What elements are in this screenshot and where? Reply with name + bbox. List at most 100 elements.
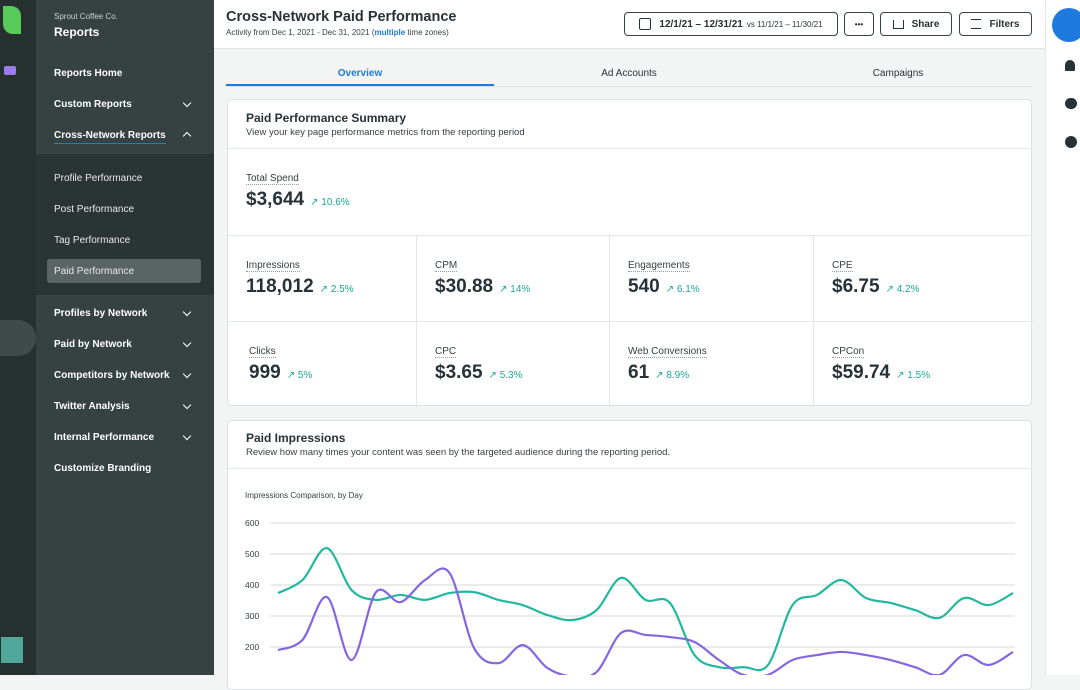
change-value: 6.1% (676, 284, 700, 295)
nav-item[interactable]: Customize Branding (54, 463, 152, 474)
timezones-link[interactable]: multiple (374, 28, 406, 37)
metric-value: $6.75 ↗ 4.2% (832, 276, 920, 298)
y-tick-label: 200 (245, 642, 259, 652)
value: 61 (628, 362, 650, 383)
card-subtitle: Review how many times your content was s… (246, 447, 671, 458)
change-value: 2.5% (330, 284, 354, 295)
total-cell: Total Spend $3,644 ↗ 10.6% (228, 148, 1033, 235)
metric-label: Web Conversions (628, 346, 707, 358)
chart-title: Impressions Comparison, by Day (245, 491, 363, 500)
share: Share (911, 18, 940, 30)
nav-item[interactable]: Competitors by Network (54, 370, 170, 381)
change-value: 1.5% (907, 370, 931, 381)
nav-item[interactable]: Internal Performance (54, 432, 155, 443)
value: $3.65 (435, 362, 483, 383)
metric-cell: CPE $6.75 ↗ 4.2% (813, 235, 1033, 321)
change: ↗ 2.5% (319, 284, 354, 295)
divider (228, 468, 1033, 469)
metric-value: $59.74 ↗ 1.5% (832, 362, 930, 384)
value: 118,012 (246, 276, 314, 297)
change: ↗ 5.3% (488, 370, 523, 381)
change: ↗ 4.2% (885, 284, 920, 295)
logo (3, 6, 21, 34)
metric-label: Impressions (246, 260, 300, 272)
nav-item[interactable]: Cross-Network Reports (54, 130, 166, 144)
card-title: Paid Impressions (246, 431, 346, 445)
nav-item[interactable]: Twitter Analysis (54, 401, 130, 412)
metric-cell: Engagements 540 ↗ 6.1% (609, 235, 813, 321)
subnav-item[interactable]: Profile Performance (54, 173, 143, 184)
y-tick-label: 500 (245, 549, 259, 559)
change: ↗ 5% (286, 370, 313, 381)
value: $3,644 (246, 189, 305, 210)
date-button[interactable]: 12/1/21 – 12/31/21 vs 11/1/21 – 11/30/21 (624, 12, 838, 36)
metric-label: Clicks (249, 346, 276, 358)
page-title: Cross-Network Paid Performance (226, 9, 457, 25)
tab[interactable]: Overview (337, 68, 383, 79)
help-icon[interactable] (1065, 98, 1077, 109)
metric-value: 999 ↗ 5% (249, 362, 312, 384)
summary-card: Paid Performance Summary View your key p… (227, 99, 1033, 407)
card-subtitle: View your key page performance metrics f… (246, 127, 525, 138)
metric-cell: Impressions 118,012 ↗ 2.5% (228, 235, 416, 321)
tab-underline (226, 84, 494, 86)
tab[interactable]: Ad Accounts (601, 68, 657, 79)
metric-label: CPM (435, 260, 458, 272)
change: ↗ 10.6% (310, 197, 350, 208)
sidebar (36, 0, 214, 675)
change-value: 8.9% (666, 370, 690, 381)
metric-cell: CPM $30.88 ↗ 14% (416, 235, 609, 321)
question-icon[interactable] (1065, 136, 1077, 148)
chart: Impressions Comparison, by Day 200 300 400… (245, 491, 1015, 675)
share-button[interactable]: Share (880, 12, 952, 36)
metric-value: 540 ↗ 6.1% (628, 276, 700, 298)
compose-button[interactable] (1052, 8, 1080, 42)
metric-cell: Web Conversions 61 ↗ 8.9% (609, 321, 813, 407)
nav-item[interactable]: Profiles by Network (54, 308, 148, 319)
card-title: Paid Performance Summary (246, 111, 407, 125)
bell-icon[interactable] (1065, 60, 1075, 71)
change: ↗ 14% (499, 284, 531, 295)
subnav-item[interactable]: Post Performance (54, 204, 135, 215)
filters-button[interactable]: Filters (959, 12, 1032, 36)
tab[interactable]: Campaigns (872, 68, 924, 79)
metric-value: 61 ↗ 8.9% (628, 362, 689, 384)
subnav-item[interactable]: Tag Performance (54, 235, 131, 246)
metric-value: $3.65 ↗ 5.3% (435, 362, 523, 384)
date: 12/1/21 – 12/31/21 (659, 18, 743, 30)
nav-item[interactable]: Paid by Network (54, 339, 132, 350)
change-value: 4.2% (896, 284, 920, 295)
filters: Filters (989, 18, 1020, 30)
right-rail (1045, 0, 1080, 675)
change-value: 10.6% (321, 197, 350, 208)
more-button[interactable]: ••• (844, 12, 874, 36)
active-icon (0, 320, 36, 356)
metric-value: $30.88 ↗ 14% (435, 276, 530, 298)
value: $6.75 (832, 276, 880, 297)
selected-item[interactable] (47, 259, 201, 283)
icon-rail (0, 0, 36, 675)
subnav-item[interactable]: Paid Performance (54, 266, 135, 277)
avatar[interactable] (1, 637, 23, 663)
subtitle: Activity from Dec 1, 2021 - Dec 31, 2021… (226, 28, 375, 37)
change-value: 14% (510, 284, 531, 295)
series-line (277, 567, 1014, 675)
folder-icon (4, 66, 16, 75)
impressions-card: Paid Impressions Review how many times y… (227, 420, 1033, 690)
series-line (277, 547, 1014, 672)
metric-label: CPCon (832, 346, 865, 358)
metric-cell: Clicks 999 ↗ 5% (228, 321, 416, 407)
change: ↗ 8.9% (655, 370, 690, 381)
value: $30.88 (435, 276, 494, 297)
metric-label: CPC (435, 346, 457, 358)
nav-item[interactable]: Reports Home (54, 68, 123, 79)
value: 540 (628, 276, 660, 297)
change: ↗ 6.1% (665, 284, 700, 295)
subtitle: time zones) (405, 28, 449, 37)
tab-border (226, 86, 1032, 87)
nav-item[interactable]: Custom Reports (54, 99, 132, 110)
value: 999 (249, 362, 281, 383)
y-tick-label: 300 (245, 611, 259, 621)
change: ↗ 1.5% (896, 370, 931, 381)
